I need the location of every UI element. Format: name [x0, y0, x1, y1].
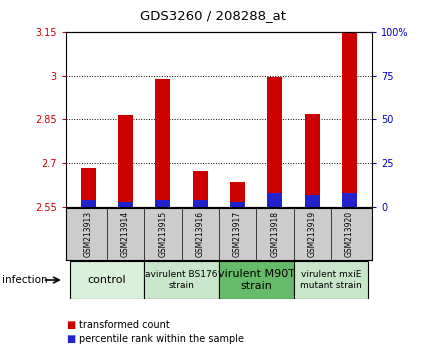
Bar [81, 200, 96, 207]
Text: infection: infection [2, 275, 48, 285]
Bar [342, 0, 357, 207]
Bar [305, 114, 320, 207]
Text: GSM213915: GSM213915 [159, 211, 167, 257]
Bar [230, 182, 245, 207]
Text: GSM213913: GSM213913 [84, 211, 93, 257]
Bar [193, 200, 208, 207]
Bar [267, 193, 282, 207]
Text: GSM213918: GSM213918 [270, 211, 279, 257]
Bar [144, 261, 219, 299]
Bar [193, 171, 208, 207]
Text: virulent mxiE
mutant strain: virulent mxiE mutant strain [300, 270, 362, 290]
Text: GSM213920: GSM213920 [345, 211, 354, 257]
Bar [267, 77, 282, 207]
Bar [156, 200, 170, 207]
Text: transformed count: transformed count [79, 320, 170, 330]
Text: ■: ■ [66, 320, 75, 330]
Text: avirulent BS176
strain: avirulent BS176 strain [145, 270, 218, 290]
Text: ■: ■ [66, 334, 75, 344]
Bar [156, 79, 170, 207]
Bar [70, 261, 144, 299]
Text: GSM213916: GSM213916 [196, 211, 205, 257]
Bar [118, 115, 133, 207]
Bar [118, 202, 133, 207]
Text: GSM213919: GSM213919 [308, 211, 317, 257]
Text: GSM213917: GSM213917 [233, 211, 242, 257]
Text: GDS3260 / 208288_at: GDS3260 / 208288_at [139, 9, 286, 22]
Bar [230, 202, 245, 207]
Text: percentile rank within the sample: percentile rank within the sample [79, 334, 244, 344]
Bar [305, 195, 320, 207]
Bar [81, 168, 96, 207]
Text: virulent M90T
strain: virulent M90T strain [218, 269, 295, 291]
Text: control: control [88, 275, 126, 285]
Text: GSM213914: GSM213914 [121, 211, 130, 257]
Bar [294, 261, 368, 299]
Bar [342, 193, 357, 207]
Bar [219, 261, 294, 299]
